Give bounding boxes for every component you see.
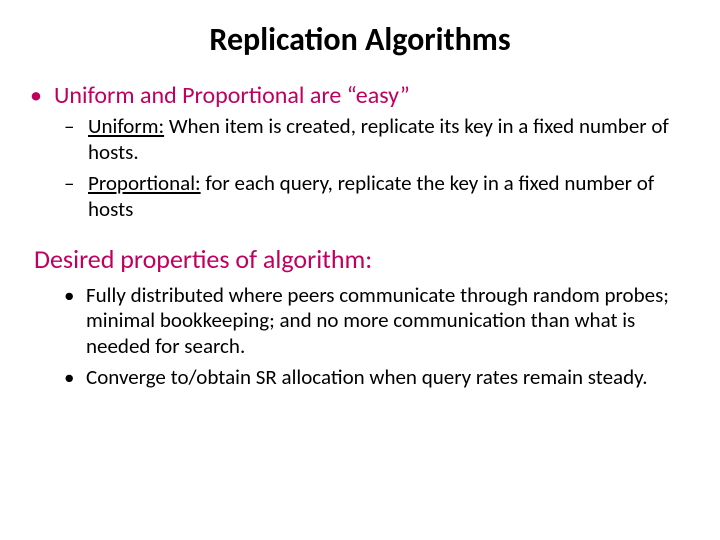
bullet-text: Fully distributed where peers communicat…: [86, 282, 669, 359]
content-block-1: Uniform and Proportional are “easy” Unif…: [0, 57, 720, 222]
content-block-2: Desired properties of algorithm: Fully d…: [0, 229, 720, 391]
bullet-level2: Proportional: for each query, replicate …: [54, 171, 692, 222]
slide-title: Replication Algorithms: [0, 0, 720, 57]
bullet-level2: Fully distributed where peers communicat…: [52, 283, 692, 360]
bullet-level1: Uniform and Proportional are “easy” Unif…: [28, 81, 692, 222]
section-heading: Desired properties of algorithm:: [34, 243, 692, 275]
bullet-text: Converge to/obtain SR allocation when qu…: [86, 364, 648, 390]
bullet-level2: Converge to/obtain SR allocation when qu…: [52, 365, 692, 391]
bullet-text: Uniform and Proportional are “easy”: [54, 81, 410, 110]
sub-rest: When item is created, replicate its key …: [88, 113, 669, 165]
slide: Replication Algorithms Uniform and Propo…: [0, 0, 720, 540]
sub-label: Proportional:: [88, 170, 201, 196]
sub-label: Uniform:: [88, 113, 164, 139]
bullet-level2: Uniform: When item is created, replicate…: [54, 114, 692, 165]
